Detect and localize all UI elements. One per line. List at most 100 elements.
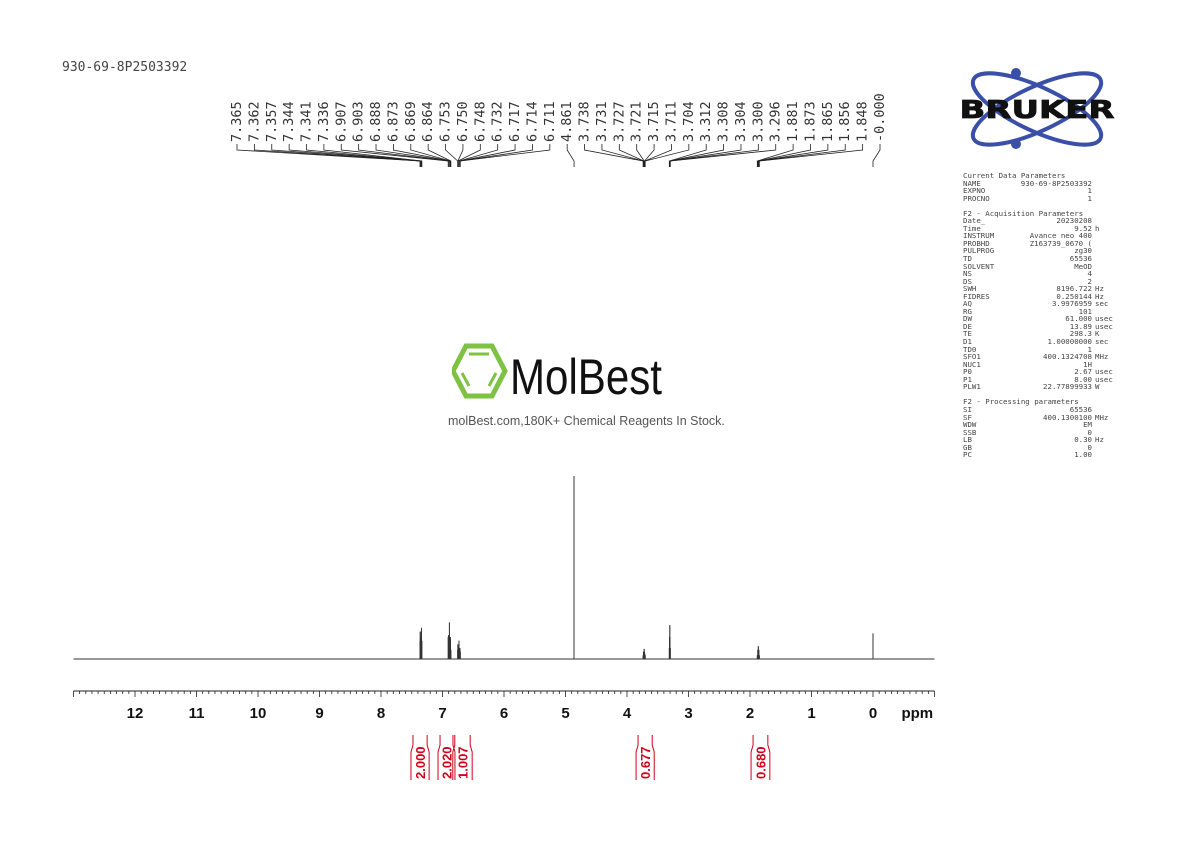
parameter-row: P1 8.00 usec — [963, 376, 1117, 384]
integral-bracket-right — [426, 735, 430, 780]
parameter-unit: Hz — [1095, 291, 1104, 301]
parameter-unit — [1092, 232, 1117, 240]
molbest-brand: MolBest — [510, 349, 662, 399]
peak-label-connector — [358, 144, 449, 167]
parameter-row: SF 400.1300100 MHz — [963, 412, 1117, 422]
parameter-key: TD0 — [963, 344, 977, 354]
parameter-value: 1 — [1087, 186, 1092, 196]
parameter-key: PLW1 — [963, 382, 981, 392]
peak-label: 1.881 — [785, 101, 801, 142]
benzene-icon — [452, 343, 508, 399]
parameter-value: 1.00 — [1074, 450, 1092, 460]
parameter-unit: usec — [1095, 314, 1113, 324]
parameter-unit: MHz — [1095, 352, 1109, 362]
peak-label: 3.731 — [594, 101, 610, 142]
parameter-unit — [1092, 247, 1117, 255]
parameter-value: 0.30 — [1074, 435, 1092, 445]
parameter-value: 0.250144 — [1056, 291, 1092, 301]
parameter-key: SFO1 — [963, 352, 981, 362]
parameter-key: TE — [963, 329, 972, 339]
peak-label: 1.873 — [802, 101, 818, 142]
peak-label-connector — [566, 144, 575, 167]
parameter-row: FIDRES 0.250144 Hz — [963, 293, 1117, 301]
parameter-unit: usec — [1095, 367, 1113, 377]
parameter-key: PROCNO — [963, 193, 990, 203]
peak-label: 6.750 — [455, 101, 471, 142]
parameter-value: Avance neo 400 — [1029, 231, 1092, 241]
parameter-unit — [1092, 255, 1117, 263]
parameter-unit: W — [1095, 382, 1100, 392]
peak-label: 6.748 — [472, 101, 488, 142]
parameter-row: DW 61.000 usec — [963, 315, 1117, 323]
parameter-key: SI — [963, 404, 972, 414]
peak-label: 3.296 — [768, 101, 784, 142]
peak-label: 3.308 — [716, 101, 732, 142]
peak-labels: 7.365 7.362 7.357 7.344 7.341 7.336 6.907 6.903… — [229, 93, 888, 167]
parameter-key: NUC1 — [963, 359, 981, 369]
peak-label-connector — [669, 144, 742, 167]
sample-id: 930-69-8P2503392 — [62, 60, 188, 75]
parameter-row: SFO1 400.1324708 MHz — [963, 353, 1117, 361]
x-tick-label: 10 — [250, 705, 267, 722]
integral-bracket-left — [410, 735, 414, 780]
parameter-value: Z163739_0670 ( — [1029, 238, 1092, 248]
parameter-key: DS — [963, 276, 972, 286]
parameter-unit — [1092, 187, 1117, 195]
parameter-row: NS 4 — [963, 270, 1117, 278]
peak-label: 6.869 — [403, 101, 419, 142]
parameter-key: Time — [963, 223, 981, 233]
parameter-unit: K — [1095, 329, 1100, 339]
parameter-value: 22.77899933 — [1043, 382, 1092, 392]
x-tick-label: 2 — [746, 705, 754, 722]
parameter-section-title: Current Data Parameters — [963, 171, 1066, 180]
peak-label-connector — [756, 144, 794, 167]
parameter-key: AQ — [963, 299, 972, 309]
parameter-value: 1.00000000 — [1047, 337, 1093, 347]
peak-label: 6.873 — [385, 101, 401, 142]
parameter-key: SWH — [963, 284, 977, 294]
parameter-row: INSTRUM Avance neo 400 — [963, 232, 1117, 240]
parameter-row: PC 1.00 — [963, 451, 1117, 459]
parameter-value: 400.1300100 — [1043, 412, 1092, 422]
parameter-key: WDW — [963, 420, 977, 430]
peak-label-connector — [584, 144, 644, 167]
parameter-value: 2 — [1087, 276, 1092, 286]
peak-label: 6.903 — [351, 101, 367, 142]
watermark-tagline: molBest.com,180K+ Chemical Reagents In S… — [448, 414, 725, 428]
peak-label: 3.304 — [733, 101, 749, 142]
parameter-value: 3.9976959 — [1051, 299, 1092, 309]
bruker-logo: BRUKER — [959, 68, 1115, 149]
parameter-unit — [1092, 451, 1117, 459]
peak-label: 6.714 — [524, 101, 540, 142]
parameter-key: Date_ — [963, 216, 986, 226]
parameter-section-title: F2 - Processing parameters — [963, 397, 1079, 407]
peak-label-connector — [271, 144, 421, 167]
parameter-value: 8196.722 — [1056, 284, 1092, 294]
parameter-key: FIDRES — [963, 291, 990, 301]
parameter-key: GB — [963, 442, 972, 452]
parameter-value: 2.67 — [1074, 367, 1092, 377]
peak-label: 6.717 — [507, 101, 523, 142]
peak-label-connector — [458, 144, 499, 167]
parameter-unit — [1092, 180, 1117, 188]
parameter-unit — [1092, 444, 1117, 452]
peak-label: 6.907 — [333, 101, 349, 142]
parameter-row: GB 0 — [963, 444, 1117, 452]
parameter-key: RG — [963, 306, 972, 316]
parameter-row: PROBHD Z163739_0670 ( — [963, 240, 1117, 248]
peak-label: 3.300 — [750, 101, 766, 142]
peak-label-connector — [758, 144, 846, 167]
parameter-value: 1 — [1087, 193, 1092, 203]
peak-label: 6.711 — [542, 101, 558, 142]
parameter-key: P0 — [963, 367, 972, 377]
parameter-value: 930-69-8P2503392 — [1020, 178, 1092, 188]
peak-label-connector — [644, 144, 655, 167]
parameter-key: P1 — [963, 374, 972, 384]
parameter-row: DS 2 — [963, 278, 1117, 286]
parameter-value: 20230208 — [1056, 216, 1092, 226]
peak-label: 7.344 — [281, 101, 297, 142]
parameter-value: 1 — [1087, 344, 1092, 354]
peak-label: 3.727 — [611, 101, 627, 142]
integral-bracket-left — [452, 735, 456, 780]
peak-label-connector — [323, 144, 423, 167]
